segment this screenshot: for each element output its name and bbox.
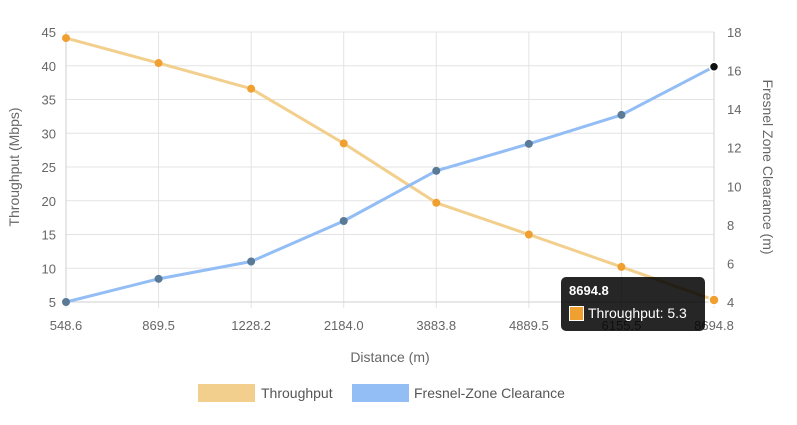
tooltip-box <box>561 277 705 331</box>
data-point-fresnel[interactable] <box>247 257 256 266</box>
y-right-tick-label: 12 <box>727 141 741 156</box>
x-tick-label: 869.5 <box>142 318 175 333</box>
data-point-fresnel[interactable] <box>617 110 626 119</box>
data-point-throughput[interactable] <box>524 230 533 239</box>
y-right-tick-label: 4 <box>727 295 734 310</box>
data-point-throughput[interactable] <box>339 139 348 148</box>
y-right-tick-label: 6 <box>727 256 734 271</box>
y-axis-right-title: Fresnel Zone Clearance (m) <box>760 79 776 254</box>
x-axis-title: Distance (m) <box>350 349 429 365</box>
y-axis-right-ticks: 4 6 8 10 12 14 16 18 <box>727 25 741 310</box>
x-tick-label: 3883.8 <box>416 318 456 333</box>
y-right-tick-label: 18 <box>727 25 741 40</box>
x-tick-label: 1228.2 <box>231 318 271 333</box>
y-left-tick-label: 30 <box>42 126 56 141</box>
data-point-throughput[interactable] <box>432 198 441 207</box>
y-axis-left-title: Throughput (Mbps) <box>6 107 22 226</box>
data-point-fresnel[interactable] <box>524 139 533 148</box>
tooltip: 8694.8 Throughput: 5.3 <box>561 277 705 331</box>
x-tick-label: 4889.5 <box>509 318 549 333</box>
y-left-tick-label: 25 <box>42 160 56 175</box>
y-left-tick-label: 40 <box>42 59 56 74</box>
tooltip-title: 8694.8 <box>569 283 609 298</box>
y-left-tick-label: 35 <box>42 93 56 108</box>
y-axis-left-ticks: 5 10 15 20 25 30 35 40 45 <box>42 25 56 310</box>
legend-swatch-fresnel <box>352 384 409 402</box>
y-left-tick-label: 10 <box>42 261 56 276</box>
series-layer <box>62 34 720 306</box>
data-point-fresnel[interactable] <box>708 61 720 72</box>
y-left-tick-label: 45 <box>42 25 56 40</box>
legend-label-fresnel: Fresnel-Zone Clearance <box>414 385 565 401</box>
series-line-fresnel <box>65 65 715 304</box>
y-right-tick-label: 16 <box>727 64 741 79</box>
tooltip-swatch <box>570 307 583 320</box>
y-right-tick-label: 14 <box>727 102 741 117</box>
data-point-throughput[interactable] <box>247 84 256 93</box>
data-point-throughput[interactable] <box>62 34 70 43</box>
legend-label-throughput: Throughput <box>261 385 333 401</box>
tooltip-label: Throughput: 5.3 <box>588 305 687 321</box>
legend-swatch-throughput <box>198 384 255 402</box>
series-line-throughput <box>65 36 715 302</box>
x-tick-label: 2184.0 <box>324 318 364 333</box>
y-left-tick-label: 15 <box>42 228 56 243</box>
data-point-fresnel[interactable] <box>432 166 441 175</box>
data-point-fresnel[interactable] <box>339 217 348 225</box>
x-tick-label: 548.6 <box>50 318 83 333</box>
y-right-tick-label: 10 <box>727 179 741 194</box>
y-left-tick-label: 5 <box>49 295 56 310</box>
data-point-fresnel[interactable] <box>62 298 70 306</box>
y-right-tick-label: 8 <box>727 218 734 233</box>
data-point-throughput[interactable] <box>617 262 626 271</box>
legend-item-throughput[interactable]: Throughput <box>198 384 333 402</box>
legend: Throughput Fresnel-Zone Clearance <box>198 384 565 402</box>
legend-item-fresnel[interactable]: Fresnel-Zone Clearance <box>352 384 565 402</box>
y-left-tick-label: 20 <box>42 194 56 209</box>
data-point-throughput[interactable] <box>708 294 720 306</box>
data-point-fresnel[interactable] <box>154 274 163 283</box>
data-point-throughput[interactable] <box>154 59 163 68</box>
